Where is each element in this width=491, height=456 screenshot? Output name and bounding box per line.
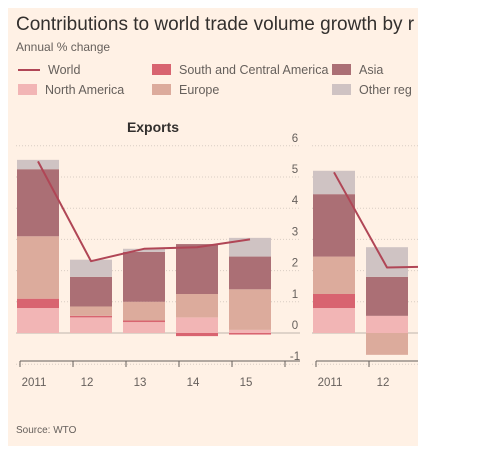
- legend-label: Asia: [359, 63, 384, 77]
- x-tick-label: 2011: [22, 377, 47, 389]
- bar-segment-south-and-central-america: [313, 294, 355, 309]
- x-tick-label: 12: [81, 377, 94, 389]
- x-tick-label: 2011: [318, 377, 343, 389]
- bar-segment-asia: [176, 244, 218, 294]
- x-tick-label: 15: [240, 377, 253, 389]
- chart-card: Contributions to world trade volume grow…: [8, 8, 418, 446]
- legend-label: North America: [45, 83, 125, 97]
- bar-segment-south-and-central-america: [123, 320, 165, 323]
- bar-segment-asia: [70, 276, 112, 307]
- bar-segment-asia: [17, 169, 59, 237]
- legend-line-world: [18, 68, 40, 71]
- bar-segment-europe: [70, 306, 112, 316]
- world-line: [37, 160, 251, 263]
- y-tick-label: 3: [292, 226, 298, 238]
- bar-segment-south-and-central-america: [176, 333, 218, 337]
- bar-segment-europe: [313, 256, 355, 294]
- bar-segment-other-reg: [229, 237, 271, 257]
- legend-label: South and Central America: [179, 63, 329, 77]
- bar-segment-other-reg: [70, 259, 112, 277]
- bar-segment-europe: [123, 301, 165, 321]
- page-title: Contributions to world trade volume grow…: [16, 14, 415, 35]
- bar-segment-south-and-central-america: [229, 333, 271, 335]
- legend-swatch: [152, 84, 171, 96]
- x-tick-label: 13: [134, 377, 147, 389]
- chart-svg: 6 5 4 3 2 1 0 -1 Exports 2011 12 13 14 15 2011 12: [16, 119, 418, 389]
- y-tick-label: 2: [292, 258, 298, 270]
- panel-title: Exports: [127, 119, 179, 135]
- bar-segment-europe: [17, 236, 59, 299]
- world-line: [333, 171, 418, 269]
- bar-segment-asia: [123, 251, 165, 302]
- bar-segment-north-america: [229, 329, 271, 333]
- bar-segment-south-and-central-america: [70, 315, 112, 318]
- legend-label: Europe: [179, 83, 220, 97]
- bar-segment-other-reg: [123, 248, 165, 252]
- bar-segment-north-america: [313, 308, 355, 333]
- bar-segment-asia: [229, 256, 271, 290]
- bar-segment-asia: [313, 194, 355, 257]
- legend-swatch: [18, 84, 37, 96]
- x-tick-label: 12: [377, 377, 390, 389]
- y-tick-label: 4: [292, 195, 299, 207]
- bar-segment-north-america: [176, 317, 218, 333]
- legend-label: Other reg: [359, 83, 412, 97]
- legend-item-world: World: [18, 63, 80, 77]
- bar-segment-other-reg: [17, 159, 59, 170]
- legend-swatch: [152, 64, 171, 76]
- x-tick-label: 14: [187, 377, 200, 389]
- bar-segment-south-and-central-america: [17, 298, 59, 309]
- legend-item-europe: Europe: [152, 83, 219, 97]
- legend-item-other-regions: Other reg: [332, 83, 412, 97]
- page-subtitle: Annual % change: [16, 40, 111, 54]
- bar-segment-north-america: [17, 308, 59, 333]
- bar-segment-other-reg: [313, 170, 355, 195]
- legend-item-north-america: North America: [18, 83, 124, 97]
- bar-segment-asia: [366, 276, 408, 316]
- bar-segment-europe: [176, 294, 218, 318]
- bar-segment-europe: [366, 333, 408, 355]
- bar-segment-europe: [229, 289, 271, 330]
- y-tick-label: 0: [292, 320, 298, 332]
- bar-segment-north-america: [123, 322, 165, 333]
- y-tick-label: -1: [290, 351, 300, 363]
- y-tick-label: 1: [292, 289, 298, 301]
- y-tick-label: 6: [292, 133, 298, 145]
- bar-segment-other-reg: [366, 247, 408, 277]
- legend-swatch: [332, 64, 351, 76]
- legend-swatch: [332, 84, 351, 96]
- legend-item-south-central-america: South and Central America: [152, 63, 328, 77]
- bar-segment-north-america: [366, 315, 408, 333]
- bar-segment-north-america: [70, 317, 112, 333]
- source-note: Source: WTO: [16, 425, 77, 436]
- legend-label: World: [48, 63, 81, 77]
- y-tick-label: 5: [292, 164, 298, 176]
- legend-item-asia: Asia: [332, 63, 383, 77]
